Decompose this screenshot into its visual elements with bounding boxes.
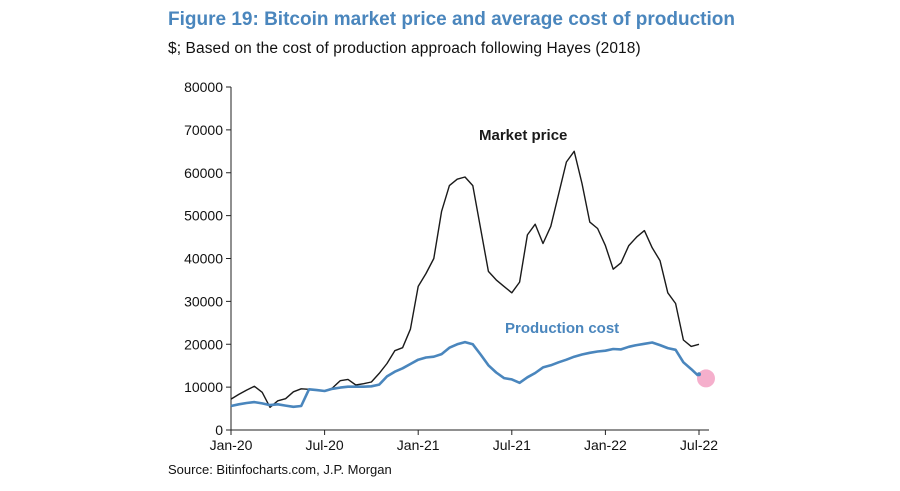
- annotations: Market price Production cost: [479, 127, 619, 337]
- x-tick-label: Jul-20: [306, 437, 344, 453]
- y-tick-label: 20000: [184, 336, 223, 352]
- y-tick-label: 50000: [184, 208, 223, 224]
- market-price-label: Market price: [479, 127, 567, 144]
- y-tick-label: 40000: [184, 251, 223, 267]
- y-tick-label: 30000: [184, 293, 223, 309]
- production-cost-label: Production cost: [505, 320, 619, 337]
- series-line-production-cost: [230, 340, 700, 409]
- y-tick-label: 80000: [184, 79, 223, 95]
- y-tick-label: 60000: [184, 165, 223, 181]
- y-tick-label: 0: [215, 422, 223, 438]
- x-tick-label: Jan-22: [584, 437, 627, 453]
- y-tick-label: 70000: [184, 122, 223, 138]
- x-tick-label: Jan-21: [397, 437, 440, 453]
- highlight-dot: [697, 369, 715, 388]
- x-tick-label: Jul-22: [680, 437, 718, 453]
- chart-source: Source: Bitinfocharts.com, J.P. Morgan: [168, 462, 392, 477]
- y-tick-label: 10000: [184, 379, 223, 395]
- axes: 0 10000 20000 30000 40000 50000 60000 70000 8000…: [184, 79, 718, 453]
- x-tick-label: Jan-20: [210, 437, 253, 453]
- series-line-market-price: [230, 150, 700, 408]
- series-layer: [230, 150, 715, 409]
- x-tick-label: Jul-21: [493, 437, 531, 453]
- series-end-point: [697, 372, 701, 377]
- chart-subtitle: $; Based on the cost of production appro…: [168, 40, 641, 57]
- chart-title: Figure 19: Bitcoin market price and aver…: [168, 9, 735, 30]
